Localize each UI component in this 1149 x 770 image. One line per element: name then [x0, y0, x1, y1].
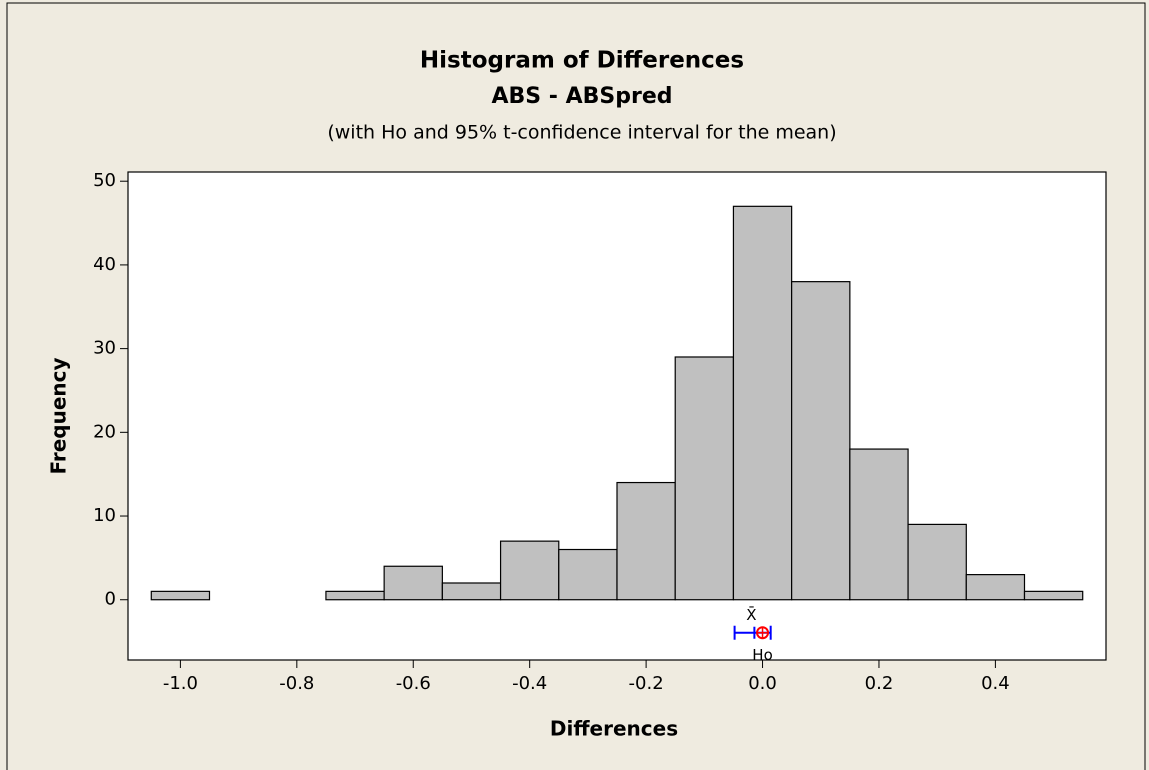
- bar: [558, 548, 618, 601]
- chart-note: (with Ho and 95% t-confidence interval f…: [327, 122, 836, 144]
- mean-label: X̄: [746, 606, 756, 625]
- bar: [965, 574, 1026, 601]
- bar: [791, 281, 851, 601]
- bar: [732, 205, 793, 601]
- x-tick-label: -1.0: [163, 673, 198, 694]
- bar: [907, 523, 967, 601]
- x-tick-label: -0.6: [396, 673, 431, 694]
- y-tick-label: 0: [105, 589, 116, 610]
- y-tick-label: 20: [93, 421, 116, 442]
- bar: [849, 448, 909, 601]
- chart-subtitle: ABS - ABSpred: [492, 84, 673, 109]
- x-axis-title: Differences: [550, 717, 678, 741]
- bar: [674, 356, 735, 601]
- chart-title: Histogram of Differences: [420, 48, 744, 74]
- x-tick-label: -0.8: [279, 673, 314, 694]
- bar: [616, 481, 676, 601]
- x-tick-label: 0.0: [748, 673, 777, 694]
- bar: [1023, 590, 1084, 601]
- x-tick-label: 0.4: [981, 673, 1010, 694]
- y-tick-label: 50: [93, 170, 116, 191]
- x-tick-label: -0.2: [629, 673, 664, 694]
- x-tick-label: 0.2: [865, 673, 894, 694]
- y-axis-title: Frequency: [47, 357, 71, 474]
- bar: [383, 565, 443, 601]
- y-tick-label: 40: [93, 254, 116, 275]
- x-tick-label: -0.4: [512, 673, 547, 694]
- y-tick-label: 30: [93, 338, 116, 359]
- bar: [150, 590, 211, 601]
- bar: [499, 540, 560, 601]
- bar: [441, 582, 502, 601]
- y-tick-label: 10: [93, 505, 116, 526]
- ho-label: Ho: [752, 646, 772, 664]
- bar: [325, 590, 385, 601]
